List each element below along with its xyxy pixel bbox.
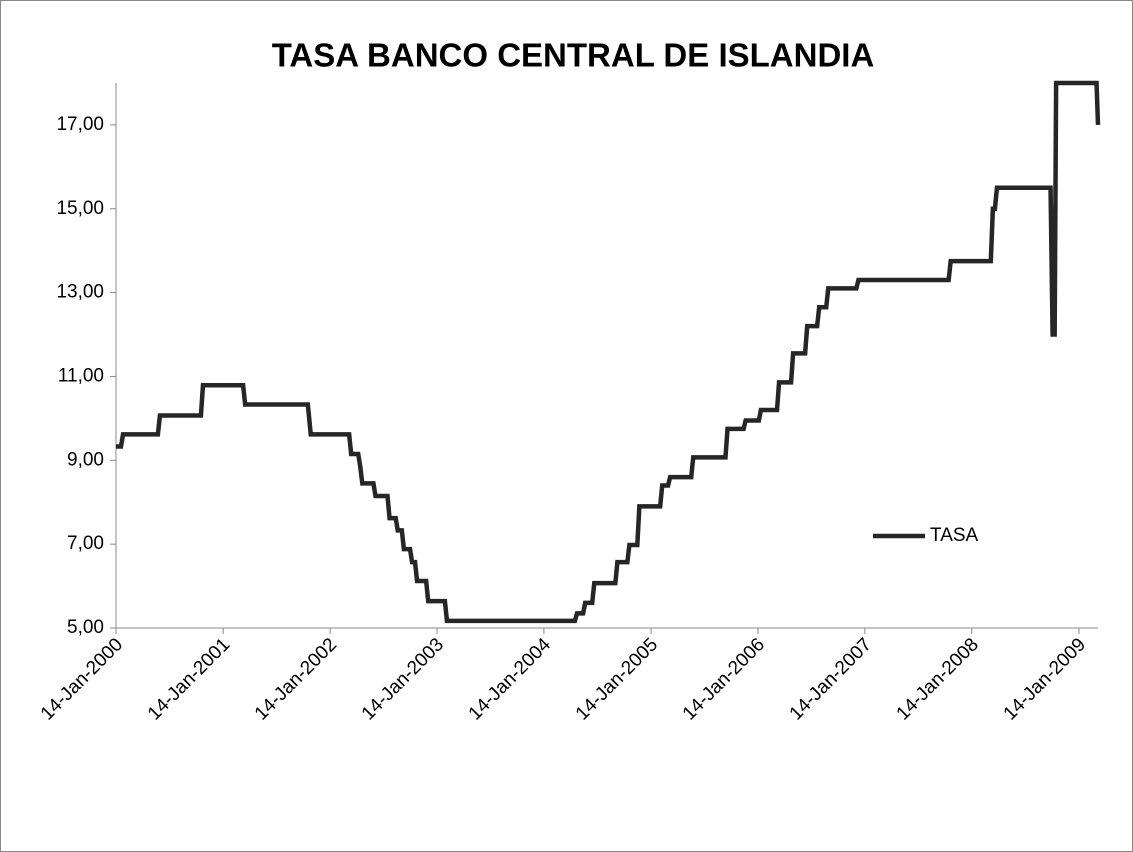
chart-title: TASA BANCO CENTRAL DE ISLANDIA (272, 37, 875, 74)
y-tick-label: 13,00 (56, 282, 104, 303)
y-tick-label: 5,00 (67, 617, 104, 638)
legend-label: TASA (930, 525, 979, 546)
y-tick-label: 11,00 (58, 365, 104, 386)
y-tick-label: 15,00 (56, 198, 104, 219)
y-tick-label: 17,00 (56, 114, 104, 135)
y-tick-label: 9,00 (67, 449, 104, 470)
data-line (116, 80, 1101, 624)
y-tick-label: 7,00 (67, 533, 104, 554)
